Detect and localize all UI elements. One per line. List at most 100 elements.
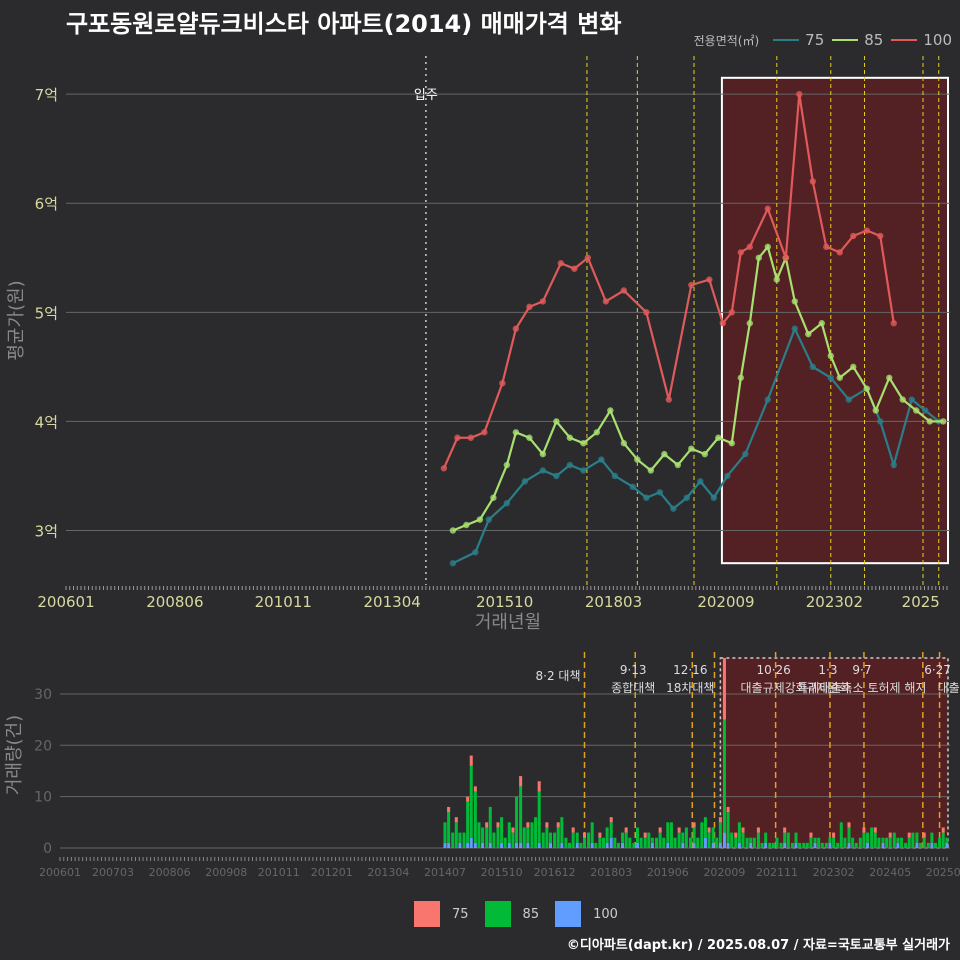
data-point-75 — [697, 478, 704, 485]
volume-bar-85 — [454, 822, 458, 848]
volume-bar-85 — [658, 832, 662, 848]
data-point-85 — [607, 407, 614, 414]
data-point-100 — [688, 281, 695, 289]
x-tick-label: 200806 — [146, 593, 203, 611]
data-point-75 — [472, 549, 479, 556]
volume-bar-85 — [915, 832, 919, 843]
volume-bar-85 — [511, 832, 515, 848]
bar-x-tick-label: 201011 — [258, 866, 300, 879]
volume-bar-85 — [582, 837, 586, 848]
data-point-100 — [706, 276, 713, 283]
data-point-85 — [476, 516, 484, 523]
volume-bar-75 — [907, 832, 911, 838]
data-point-75 — [566, 461, 574, 469]
volume-bar-75 — [862, 827, 866, 833]
volume-bar-85 — [515, 796, 519, 843]
data-point-75 — [539, 467, 547, 474]
volume-bar-75 — [526, 822, 530, 828]
volume-bar-85 — [749, 837, 753, 843]
volume-bar-85 — [813, 837, 817, 843]
x-axis-title: 거래년월 — [475, 612, 541, 633]
volume-bar-85 — [870, 827, 874, 848]
volume-bar-85 — [556, 827, 560, 848]
data-point-85 — [886, 374, 893, 381]
volume-bar-100 — [488, 842, 492, 848]
bar-x-tick-label: 200908 — [205, 866, 247, 879]
volume-bar-100 — [458, 842, 462, 848]
data-point-100 — [728, 309, 736, 316]
volume-bar-75 — [922, 832, 926, 838]
volume-bar-85 — [926, 842, 930, 848]
bar-x-tick-label: 202111 — [756, 866, 798, 879]
bar-x-tick-label: 200806 — [149, 866, 191, 879]
data-point-100 — [454, 434, 461, 441]
volume-bar-100 — [764, 842, 768, 848]
volume-bar-85 — [881, 837, 885, 843]
volume-bar-100 — [847, 842, 851, 848]
volume-bar-100 — [481, 842, 485, 848]
volume-bar-100 — [590, 842, 594, 848]
volume-bar-75 — [832, 832, 836, 838]
data-point-100 — [440, 465, 448, 472]
bar-y-axis-title: 거래량(건) — [4, 715, 25, 795]
volume-bar-85 — [907, 837, 911, 848]
bar-legend-swatch-75 — [414, 901, 440, 927]
volume-bar-85 — [798, 842, 802, 848]
data-point-75 — [845, 396, 852, 403]
volume-bar-85 — [624, 832, 628, 848]
data-point-100 — [643, 309, 650, 316]
data-point-100 — [481, 429, 488, 436]
data-point-100 — [877, 232, 884, 240]
legend-swatch-75 — [773, 39, 800, 41]
volume-bar-100 — [828, 842, 832, 848]
volume-bar-85 — [602, 837, 606, 848]
volume-bar-100 — [703, 837, 707, 848]
volume-bar-85 — [775, 837, 779, 848]
volume-bar-85 — [519, 786, 523, 843]
volume-bar-85 — [866, 832, 870, 843]
data-point-85 — [580, 440, 587, 447]
data-point-100 — [809, 178, 816, 185]
data-point-75 — [553, 472, 560, 480]
data-point-85 — [899, 396, 906, 403]
data-point-75 — [922, 407, 929, 414]
volume-bar-75 — [692, 822, 696, 828]
volume-bar-75 — [624, 827, 628, 833]
x-tick-label: 201510 — [476, 593, 533, 611]
volume-bar-85 — [752, 837, 756, 848]
volume-bar-100 — [549, 842, 553, 848]
data-point-85 — [818, 320, 825, 327]
data-point-100 — [836, 249, 843, 256]
data-point-100 — [782, 254, 789, 261]
volume-bar-100 — [560, 842, 564, 848]
volume-bar-85 — [473, 791, 477, 843]
data-point-85 — [764, 243, 772, 251]
data-point-85 — [805, 330, 812, 338]
volume-bar-85 — [722, 719, 726, 833]
data-point-75 — [670, 505, 677, 512]
x-tick-label: 201011 — [255, 593, 312, 611]
volume-bar-85 — [711, 827, 715, 843]
volume-bar-75 — [485, 822, 489, 828]
y-tick-label: 4억 — [35, 413, 58, 431]
volume-bar-100 — [945, 842, 949, 848]
volume-bar-85 — [760, 842, 764, 848]
data-point-100 — [512, 325, 520, 332]
volume-bar-85 — [718, 822, 722, 843]
volume-bar-85 — [526, 827, 530, 843]
policy-desc-label: 대출규제강화 — [740, 681, 806, 695]
data-point-100 — [863, 227, 870, 234]
volume-bar-100 — [896, 842, 900, 848]
data-point-100 — [850, 232, 857, 240]
volume-bar-85 — [904, 842, 908, 848]
data-point-85 — [526, 434, 533, 441]
volume-bar-85 — [447, 812, 451, 843]
policy-date-label: 9·13 — [620, 663, 647, 677]
volume-bar-100 — [650, 842, 654, 848]
volume-bar-85 — [688, 837, 692, 848]
data-point-85 — [746, 320, 754, 327]
policy-date-label: 10·26 — [756, 663, 790, 677]
volume-bar-100 — [515, 842, 519, 848]
volume-bar-85 — [507, 822, 511, 843]
data-point-85 — [566, 434, 574, 441]
